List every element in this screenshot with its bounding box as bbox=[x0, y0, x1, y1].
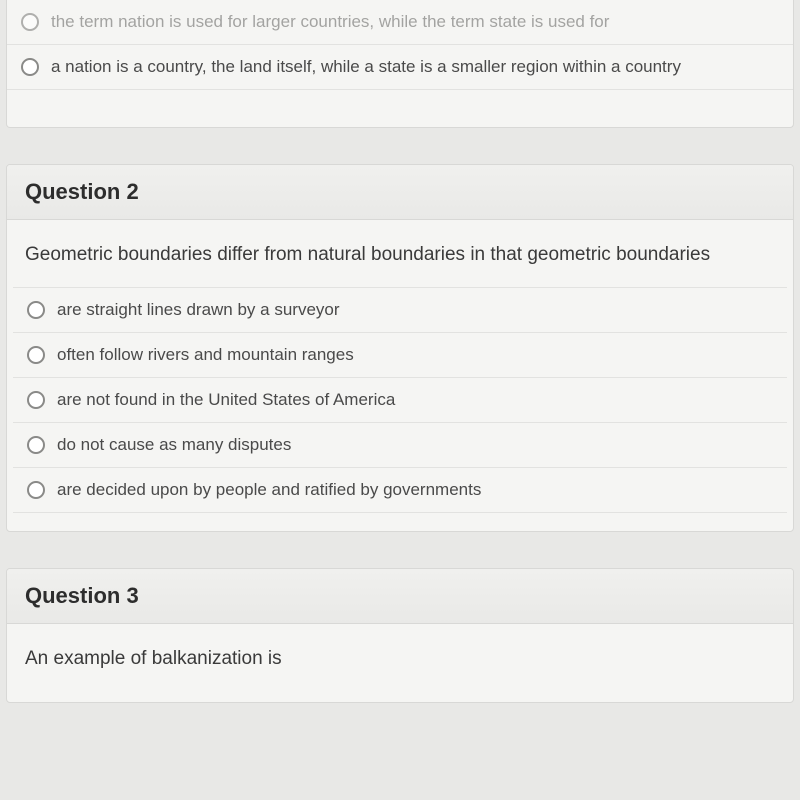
option-label: do not cause as many disputes bbox=[57, 435, 291, 455]
radio-icon bbox=[27, 436, 45, 454]
question-3-title: Question 3 bbox=[25, 583, 775, 609]
option-label: often follow rivers and mountain ranges bbox=[57, 345, 354, 365]
q2-option-c[interactable]: are not found in the United States of Am… bbox=[13, 377, 787, 422]
option-label: are not found in the United States of Am… bbox=[57, 390, 395, 410]
question-1-bottom-spacer bbox=[7, 89, 793, 127]
q1-option-d[interactable]: a nation is a country, the land itself, … bbox=[7, 44, 793, 89]
option-label: are straight lines drawn by a surveyor bbox=[57, 300, 340, 320]
radio-icon bbox=[21, 13, 39, 31]
question-2-title: Question 2 bbox=[25, 179, 775, 205]
radio-icon bbox=[27, 481, 45, 499]
radio-icon bbox=[27, 301, 45, 319]
question-2-block: Question 2 Geometric boundaries differ f… bbox=[6, 164, 794, 532]
question-2-stem: Geometric boundaries differ from natural… bbox=[7, 220, 793, 287]
q2-option-a[interactable]: are straight lines drawn by a surveyor bbox=[13, 287, 787, 332]
option-label: the term nation is used for larger count… bbox=[51, 12, 609, 32]
option-label: are decided upon by people and ratified … bbox=[57, 480, 481, 500]
q2-option-d[interactable]: do not cause as many disputes bbox=[13, 422, 787, 467]
q2-option-b[interactable]: often follow rivers and mountain ranges bbox=[13, 332, 787, 377]
q2-option-e[interactable]: are decided upon by people and ratified … bbox=[13, 467, 787, 513]
quiz-container: the term nation is used for larger count… bbox=[0, 0, 800, 703]
option-label: a nation is a country, the land itself, … bbox=[51, 57, 681, 77]
question-1-partial: the term nation is used for larger count… bbox=[6, 0, 794, 128]
radio-icon bbox=[27, 346, 45, 364]
radio-icon bbox=[27, 391, 45, 409]
question-3-header: Question 3 bbox=[7, 569, 793, 624]
question-3-stem: An example of balkanization is bbox=[7, 624, 793, 703]
radio-icon bbox=[21, 58, 39, 76]
question-2-options: are straight lines drawn by a surveyor o… bbox=[7, 287, 793, 531]
question-3-block: Question 3 An example of balkanization i… bbox=[6, 568, 794, 704]
question-2-header: Question 2 bbox=[7, 165, 793, 220]
q1-option-c[interactable]: the term nation is used for larger count… bbox=[7, 0, 793, 44]
